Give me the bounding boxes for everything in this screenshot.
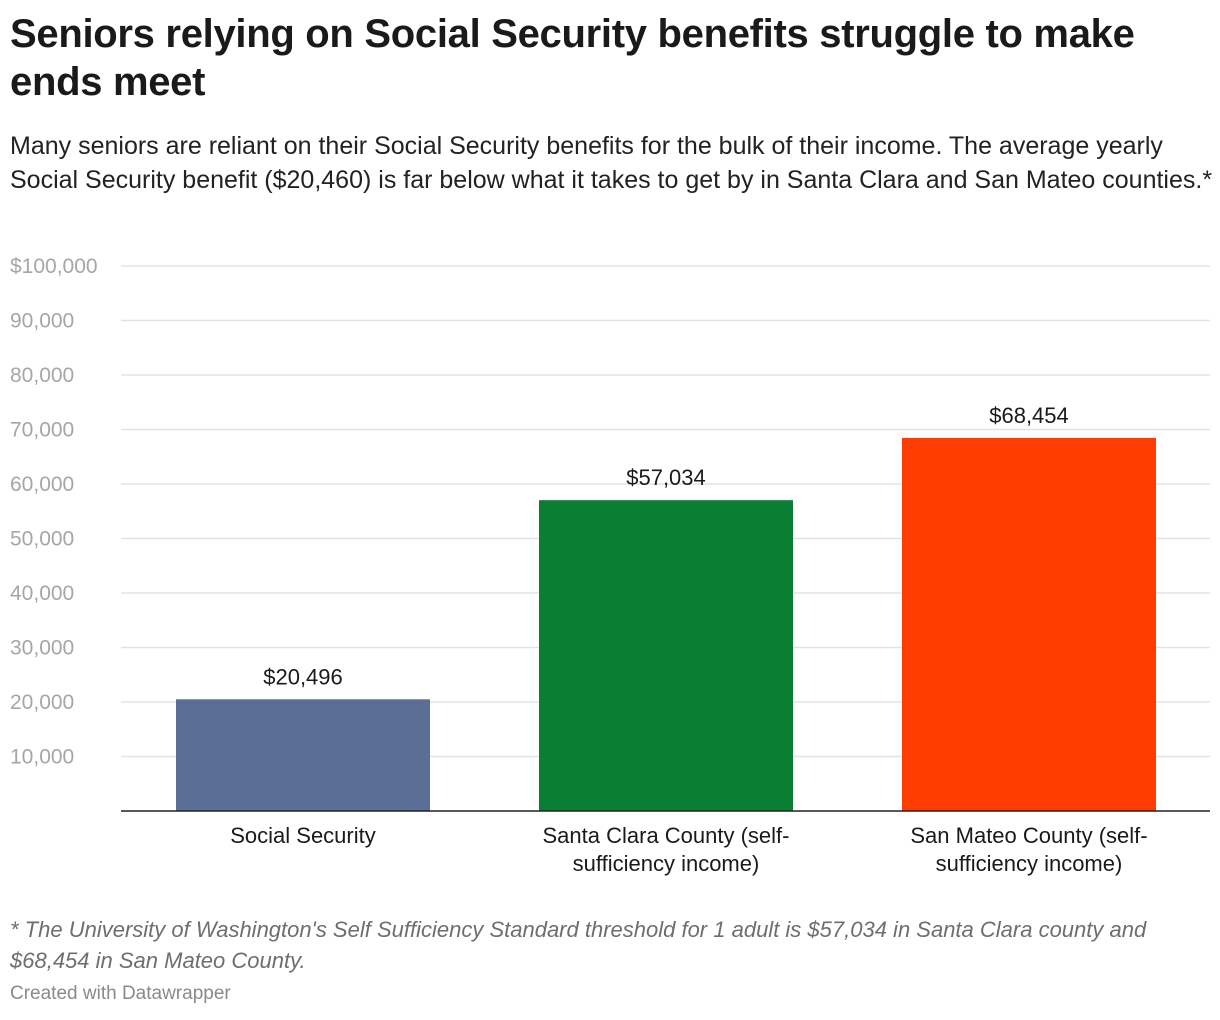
bar (176, 699, 430, 811)
x-category-label: Social Security (230, 823, 376, 848)
y-tick-label: $100,000 (10, 255, 98, 278)
y-tick-label: 30,000 (10, 637, 74, 660)
x-axis-labels: Social Security Santa Clara County (self-… (230, 823, 1147, 876)
y-tick-label: 70,000 (10, 419, 74, 442)
y-axis-ticks: $100,000 90,000 80,000 70,000 60,000 50,000 40… (10, 255, 98, 769)
x-category-label: Santa Clara County (self- (543, 823, 790, 848)
bar-value-label: $20,496 (263, 664, 343, 689)
bar-chart: $100,000 90,000 80,000 70,000 60,000 50,000 40… (10, 255, 1210, 876)
y-tick-label: 90,000 (10, 310, 74, 333)
value-labels: $20,496 $57,034 $68,454 (263, 403, 1069, 689)
bar (902, 437, 1156, 811)
bar (539, 500, 793, 811)
x-category-label: San Mateo County (self- (910, 823, 1147, 848)
bars (176, 437, 1156, 811)
chart-subtitle: Many seniors are reliant on their Social… (10, 132, 1213, 194)
chart-title: Seniors relying on Social Security benef… (10, 12, 1135, 104)
x-category-label: sufficiency income) (936, 851, 1123, 876)
chart-credit: Created with Datawrapper (10, 983, 231, 1004)
bar-value-label: $57,034 (626, 465, 706, 490)
bar-value-label: $68,454 (989, 403, 1069, 428)
y-tick-label: 50,000 (10, 528, 74, 551)
y-tick-label: 20,000 (10, 691, 74, 714)
y-tick-label: 40,000 (10, 582, 74, 605)
y-tick-label: 60,000 (10, 473, 74, 496)
chart-notes: * The University of Washington's Self Su… (10, 917, 1147, 973)
x-category-label: sufficiency income) (573, 851, 760, 876)
y-tick-label: 80,000 (10, 364, 74, 387)
y-tick-label: 10,000 (10, 746, 74, 769)
